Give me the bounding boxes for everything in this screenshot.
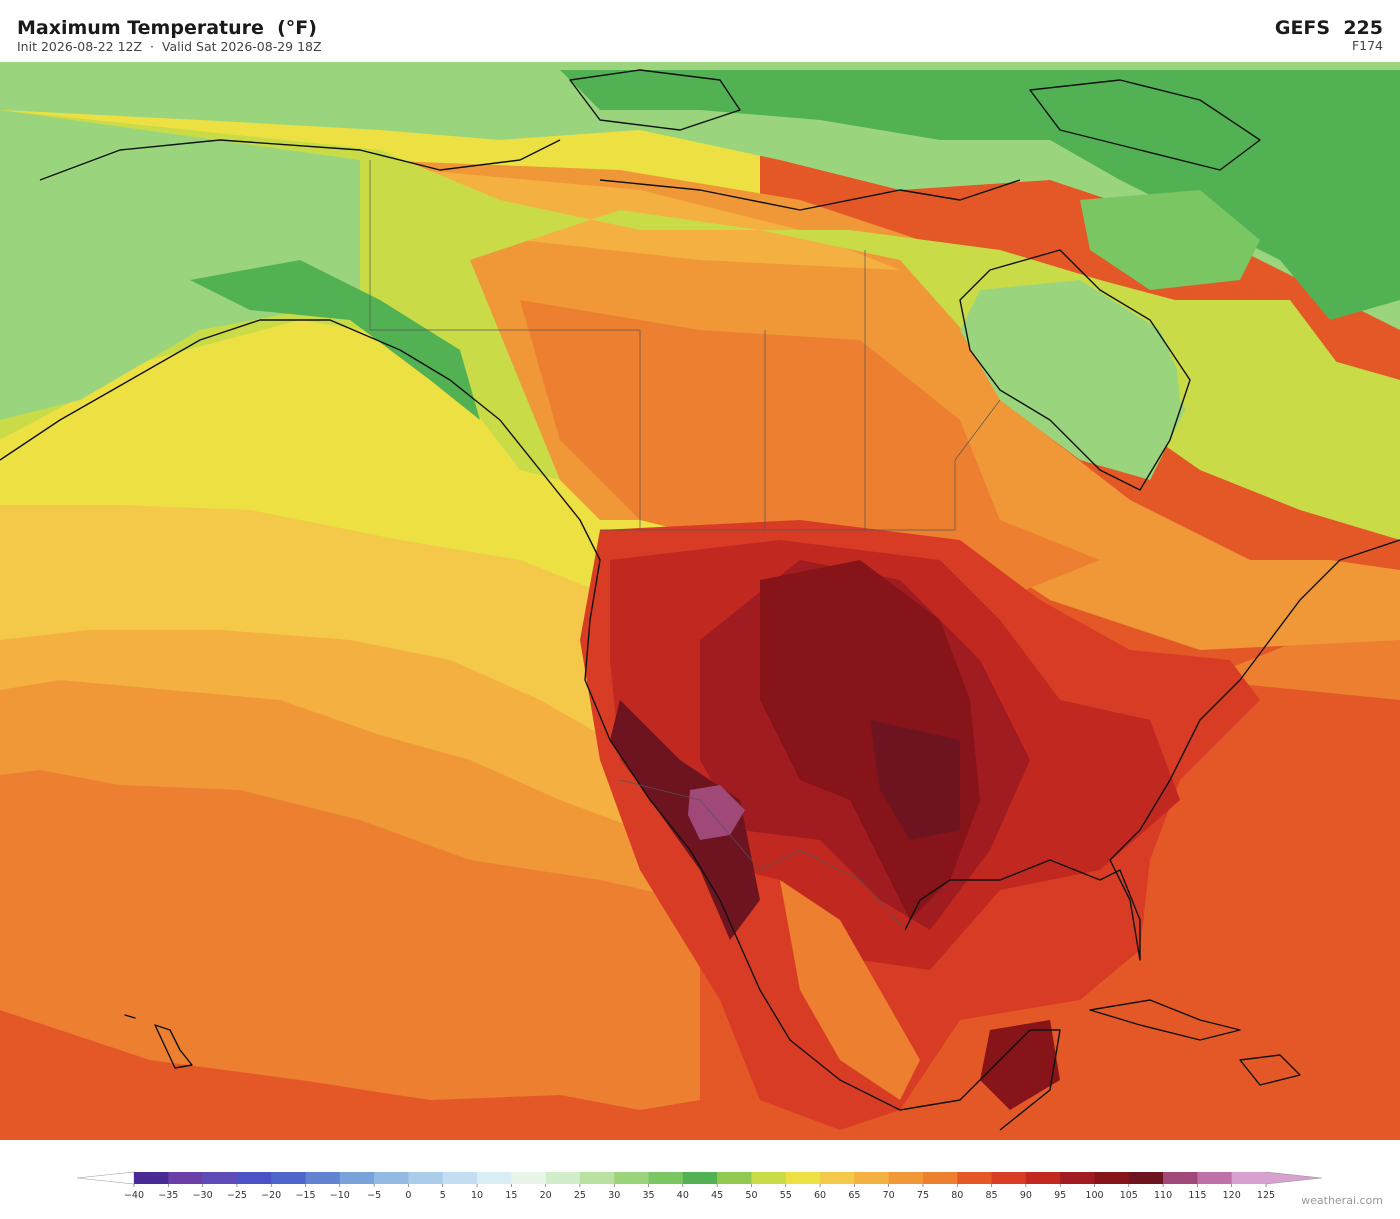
colorbar-tick-label: 30: [608, 1190, 620, 1201]
temperature-map: [0, 62, 1400, 1140]
colorbar-segment: [1163, 1172, 1198, 1184]
colorbar-segment: [579, 1172, 615, 1184]
colorbar-tick-label: 50: [745, 1190, 757, 1201]
colorbar-segment: [854, 1172, 889, 1184]
colorbar-tick-label: 65: [848, 1190, 860, 1201]
colorbar-segment: [477, 1172, 512, 1184]
colorbar-tick-label: −35: [158, 1190, 178, 1201]
map-subtitle: Init 2026-08-22 12Z · Valid Sat 2026-08-…: [17, 39, 322, 54]
colorbar-segment: [717, 1172, 752, 1184]
model-name: GEFS 225: [1275, 17, 1383, 39]
colorbar-tick-label: −10: [330, 1190, 350, 1201]
colorbar-tick-label: 100: [1085, 1190, 1103, 1201]
colorbar-tick-label: −5: [367, 1190, 381, 1201]
colorbar-tick-label: 45: [711, 1190, 723, 1201]
colorbar-segment: [1231, 1172, 1267, 1184]
colorbar-segment: [614, 1172, 649, 1184]
colorbar-segment: [922, 1172, 958, 1184]
colorbar-tick-label: 105: [1120, 1190, 1138, 1201]
colorbar-tick-label: 15: [505, 1190, 517, 1201]
colorbar-tick-label: 95: [1054, 1190, 1066, 1201]
colorbar-segment: [888, 1172, 924, 1184]
colorbar-tick-label: 10: [471, 1190, 483, 1201]
colorbar-segment: [957, 1172, 992, 1184]
colorbar-tick-label: −30: [193, 1190, 213, 1201]
colorbar-tick-label: 25: [574, 1190, 586, 1201]
colorbar-tick-label: 110: [1154, 1190, 1172, 1201]
colorbar-tick-label: 20: [540, 1190, 552, 1201]
colorbar-segment: [202, 1172, 238, 1184]
colorbar-segment: [271, 1172, 306, 1184]
colorbar-segment: [374, 1172, 409, 1184]
colorbar-segment: [1128, 1172, 1164, 1184]
credit: weatherai.com: [1301, 1194, 1383, 1207]
colorbar-segment: [408, 1172, 444, 1184]
colorbar-segment: [1197, 1172, 1232, 1184]
colorbar-segment: [991, 1172, 1027, 1184]
colorbar-tick-label: −25: [227, 1190, 247, 1201]
colorbar-segment: [785, 1172, 821, 1184]
colorbar-tick-label: 85: [986, 1190, 998, 1201]
colorbar-over: [1265, 1171, 1323, 1185]
colorbar-segment: [820, 1172, 855, 1184]
colorbar-segment: [1094, 1172, 1130, 1184]
colorbar-tick-label: 60: [814, 1190, 826, 1201]
colorbar-tick-label: −15: [295, 1190, 315, 1201]
colorbar-under: [76, 1171, 135, 1185]
colorbar-tick-label: 35: [642, 1190, 654, 1201]
colorbar-tick-label: 80: [951, 1190, 963, 1201]
colorbar-tick-label: 40: [677, 1190, 689, 1201]
colorbar-segment: [648, 1172, 684, 1184]
colorbar-tick-label: 120: [1223, 1190, 1241, 1201]
colorbar-segment: [442, 1172, 478, 1184]
colorbar-tick-label: 70: [883, 1190, 895, 1201]
colorbar-segment: [339, 1172, 375, 1184]
colorbar-segment: [134, 1172, 169, 1184]
colorbar-segment: [1060, 1172, 1095, 1184]
colorbar-segment: [545, 1172, 581, 1184]
colorbar-tick-label: −40: [124, 1190, 144, 1201]
colorbar-segment: [168, 1172, 203, 1184]
map-title: Maximum Temperature (°F): [17, 17, 317, 39]
colorbar-tick-label: 0: [405, 1190, 411, 1201]
colorbar-segment: [751, 1172, 787, 1184]
colorbar-segment: [1025, 1172, 1061, 1184]
colorbar-tick-label: 5: [440, 1190, 446, 1201]
colorbar-tick-label: 75: [917, 1190, 929, 1201]
colorbar-segment: [511, 1172, 546, 1184]
colorbar-tick-label: 90: [1020, 1190, 1032, 1201]
forecast-hour: F174: [1352, 38, 1383, 53]
colorbar-segment: [236, 1172, 272, 1184]
colorbar-tick-label: 115: [1188, 1190, 1206, 1201]
colorbar-tick-label: −20: [261, 1190, 281, 1201]
colorbar-segment: [682, 1172, 718, 1184]
colorbar-tick-label: 125: [1257, 1190, 1275, 1201]
colorbar-tick-label: 55: [780, 1190, 792, 1201]
colorbar-segment: [305, 1172, 341, 1184]
